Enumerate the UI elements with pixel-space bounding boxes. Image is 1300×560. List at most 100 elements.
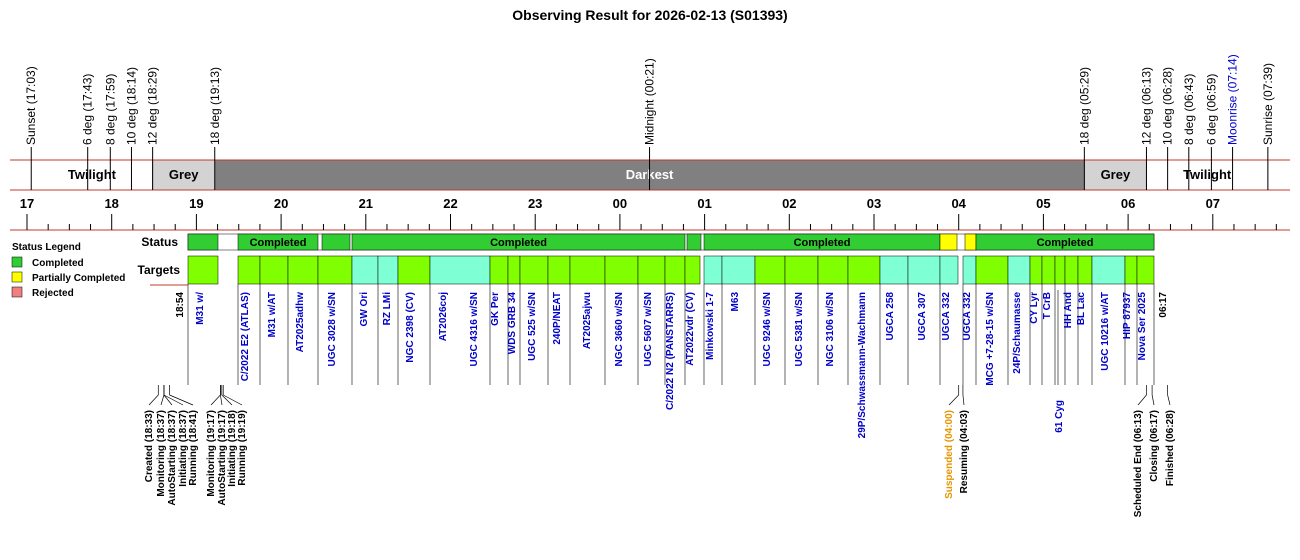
target-label: Minkowski 1-7 <box>705 292 716 360</box>
status-row-label: Status <box>141 235 178 249</box>
status-event: Monitoring (18:37) <box>156 410 167 497</box>
target-cell <box>569 255 606 285</box>
status-label: Completed <box>250 237 307 249</box>
target-cell <box>784 255 819 285</box>
status-event: AutoStarting (18:37) <box>167 410 178 506</box>
target-cell <box>604 255 639 285</box>
hour-label: 02 <box>782 196 796 211</box>
target-cell <box>429 255 491 285</box>
band <box>152 159 216 191</box>
target-cell <box>187 255 219 285</box>
event-connector <box>160 394 165 406</box>
status-segment <box>321 233 351 251</box>
target-cell <box>721 255 756 285</box>
event-label: 10 deg (06:28) <box>1161 67 1175 145</box>
target-label: M63 <box>730 292 741 312</box>
target-cell <box>507 255 521 285</box>
target-label: NGC 3660 w/SN <box>614 292 625 366</box>
target-label: AT2022vdr (CV) <box>685 292 696 366</box>
target-label: UGCA 332 <box>962 292 973 341</box>
status-event: Closing (06:17) <box>1149 410 1160 482</box>
status-label: Completed <box>1037 237 1094 249</box>
status-segment <box>964 233 977 251</box>
target-cell <box>351 255 379 285</box>
target-label: Nova Ser 2025 <box>1137 292 1148 361</box>
target-cell <box>817 255 849 285</box>
event-connector <box>1151 394 1155 406</box>
band-label: Grey <box>1101 167 1131 182</box>
hour-label: 05 <box>1036 196 1050 211</box>
title: Observing Result for 2026-02-13 (S01393) <box>512 7 787 23</box>
target-cell <box>939 255 959 285</box>
target-cell <box>664 255 686 285</box>
target-cell <box>489 255 509 285</box>
status-segment <box>939 233 958 251</box>
targets-row-label: Targets <box>138 263 181 277</box>
target-label: C/2022 N2 (PANSTARRS) <box>665 292 676 410</box>
target-cell <box>879 255 909 285</box>
event-label: 12 deg (18:29) <box>146 67 160 145</box>
target-label: UGCA 258 <box>885 292 896 341</box>
legend-swatch <box>11 271 23 283</box>
event-label: Sunrise (07:39) <box>1261 63 1275 145</box>
hour-label: 03 <box>867 196 881 211</box>
event-connector <box>210 394 221 406</box>
target-cell <box>1064 255 1079 285</box>
status-event: Monitoring (19:17) <box>206 410 217 497</box>
event-label: 8 deg (17:59) <box>103 74 117 145</box>
target-label: UGC 525 w/SN <box>527 292 538 361</box>
target-cell <box>1136 255 1155 285</box>
target-label: T CrB <box>1042 292 1053 319</box>
target-label: HH And <box>1063 292 1074 328</box>
legend-item: Partially Completed <box>32 273 125 284</box>
target-cell <box>287 255 319 285</box>
legend-title: Status Legend <box>12 242 81 253</box>
status-event: Running (18:41) <box>188 410 199 486</box>
status-segment <box>686 233 702 251</box>
target-label: UGC 9246 w/SN <box>762 292 773 366</box>
hour-label: 22 <box>443 196 457 211</box>
event-connector <box>1137 394 1147 406</box>
event-label: 6 deg (17:43) <box>81 74 95 145</box>
target-cell <box>1007 255 1031 285</box>
target-label: UGC 4316 w/SN <box>469 292 480 366</box>
target-cell <box>1029 255 1043 285</box>
event-label: 6 deg (06:59) <box>1204 74 1218 145</box>
hour-label: 17 <box>20 196 34 211</box>
event-label: Sunset (17:03) <box>24 66 38 145</box>
event-connector <box>221 394 233 406</box>
band-label: Twilight <box>1183 167 1232 182</box>
target-cell <box>397 255 431 285</box>
hour-label: 21 <box>359 196 373 211</box>
event-label: 18 deg (19:13) <box>208 67 222 145</box>
target-label: M31 w/AT <box>267 292 278 337</box>
hour-label: 19 <box>189 196 203 211</box>
status-label: Completed <box>490 237 547 249</box>
target-cell <box>907 255 941 285</box>
band-label: Twilight <box>68 167 117 182</box>
target-cell <box>1124 255 1138 285</box>
event-connector <box>163 394 173 406</box>
target-label: 24P/Schaumasse <box>1012 292 1023 374</box>
hour-label: 07 <box>1206 196 1220 211</box>
target-cell <box>1091 255 1126 285</box>
event-label: Moonrise (07:14) <box>1226 54 1240 145</box>
hour-label: 01 <box>697 196 711 211</box>
target-cell <box>962 255 977 285</box>
target-label: 240P/NEAT <box>552 292 563 345</box>
target-label: NGC 3106 w/SN <box>825 292 836 366</box>
target-cell <box>684 255 701 285</box>
status-event: Suspended (04:00) <box>944 410 955 499</box>
start-time: 18:54 <box>175 292 186 318</box>
event-connector <box>962 394 965 406</box>
target-cell <box>377 255 399 285</box>
target-cell <box>703 255 723 285</box>
event-connector <box>169 394 194 406</box>
target-label: GW Ori <box>359 292 370 327</box>
target-cell <box>637 255 666 285</box>
target-cell <box>317 255 353 285</box>
target-cell <box>1054 255 1066 285</box>
target-label: 61 Cyg <box>1054 400 1065 433</box>
hour-label: 04 <box>951 196 966 211</box>
target-label: AT2025adhw <box>295 292 306 353</box>
